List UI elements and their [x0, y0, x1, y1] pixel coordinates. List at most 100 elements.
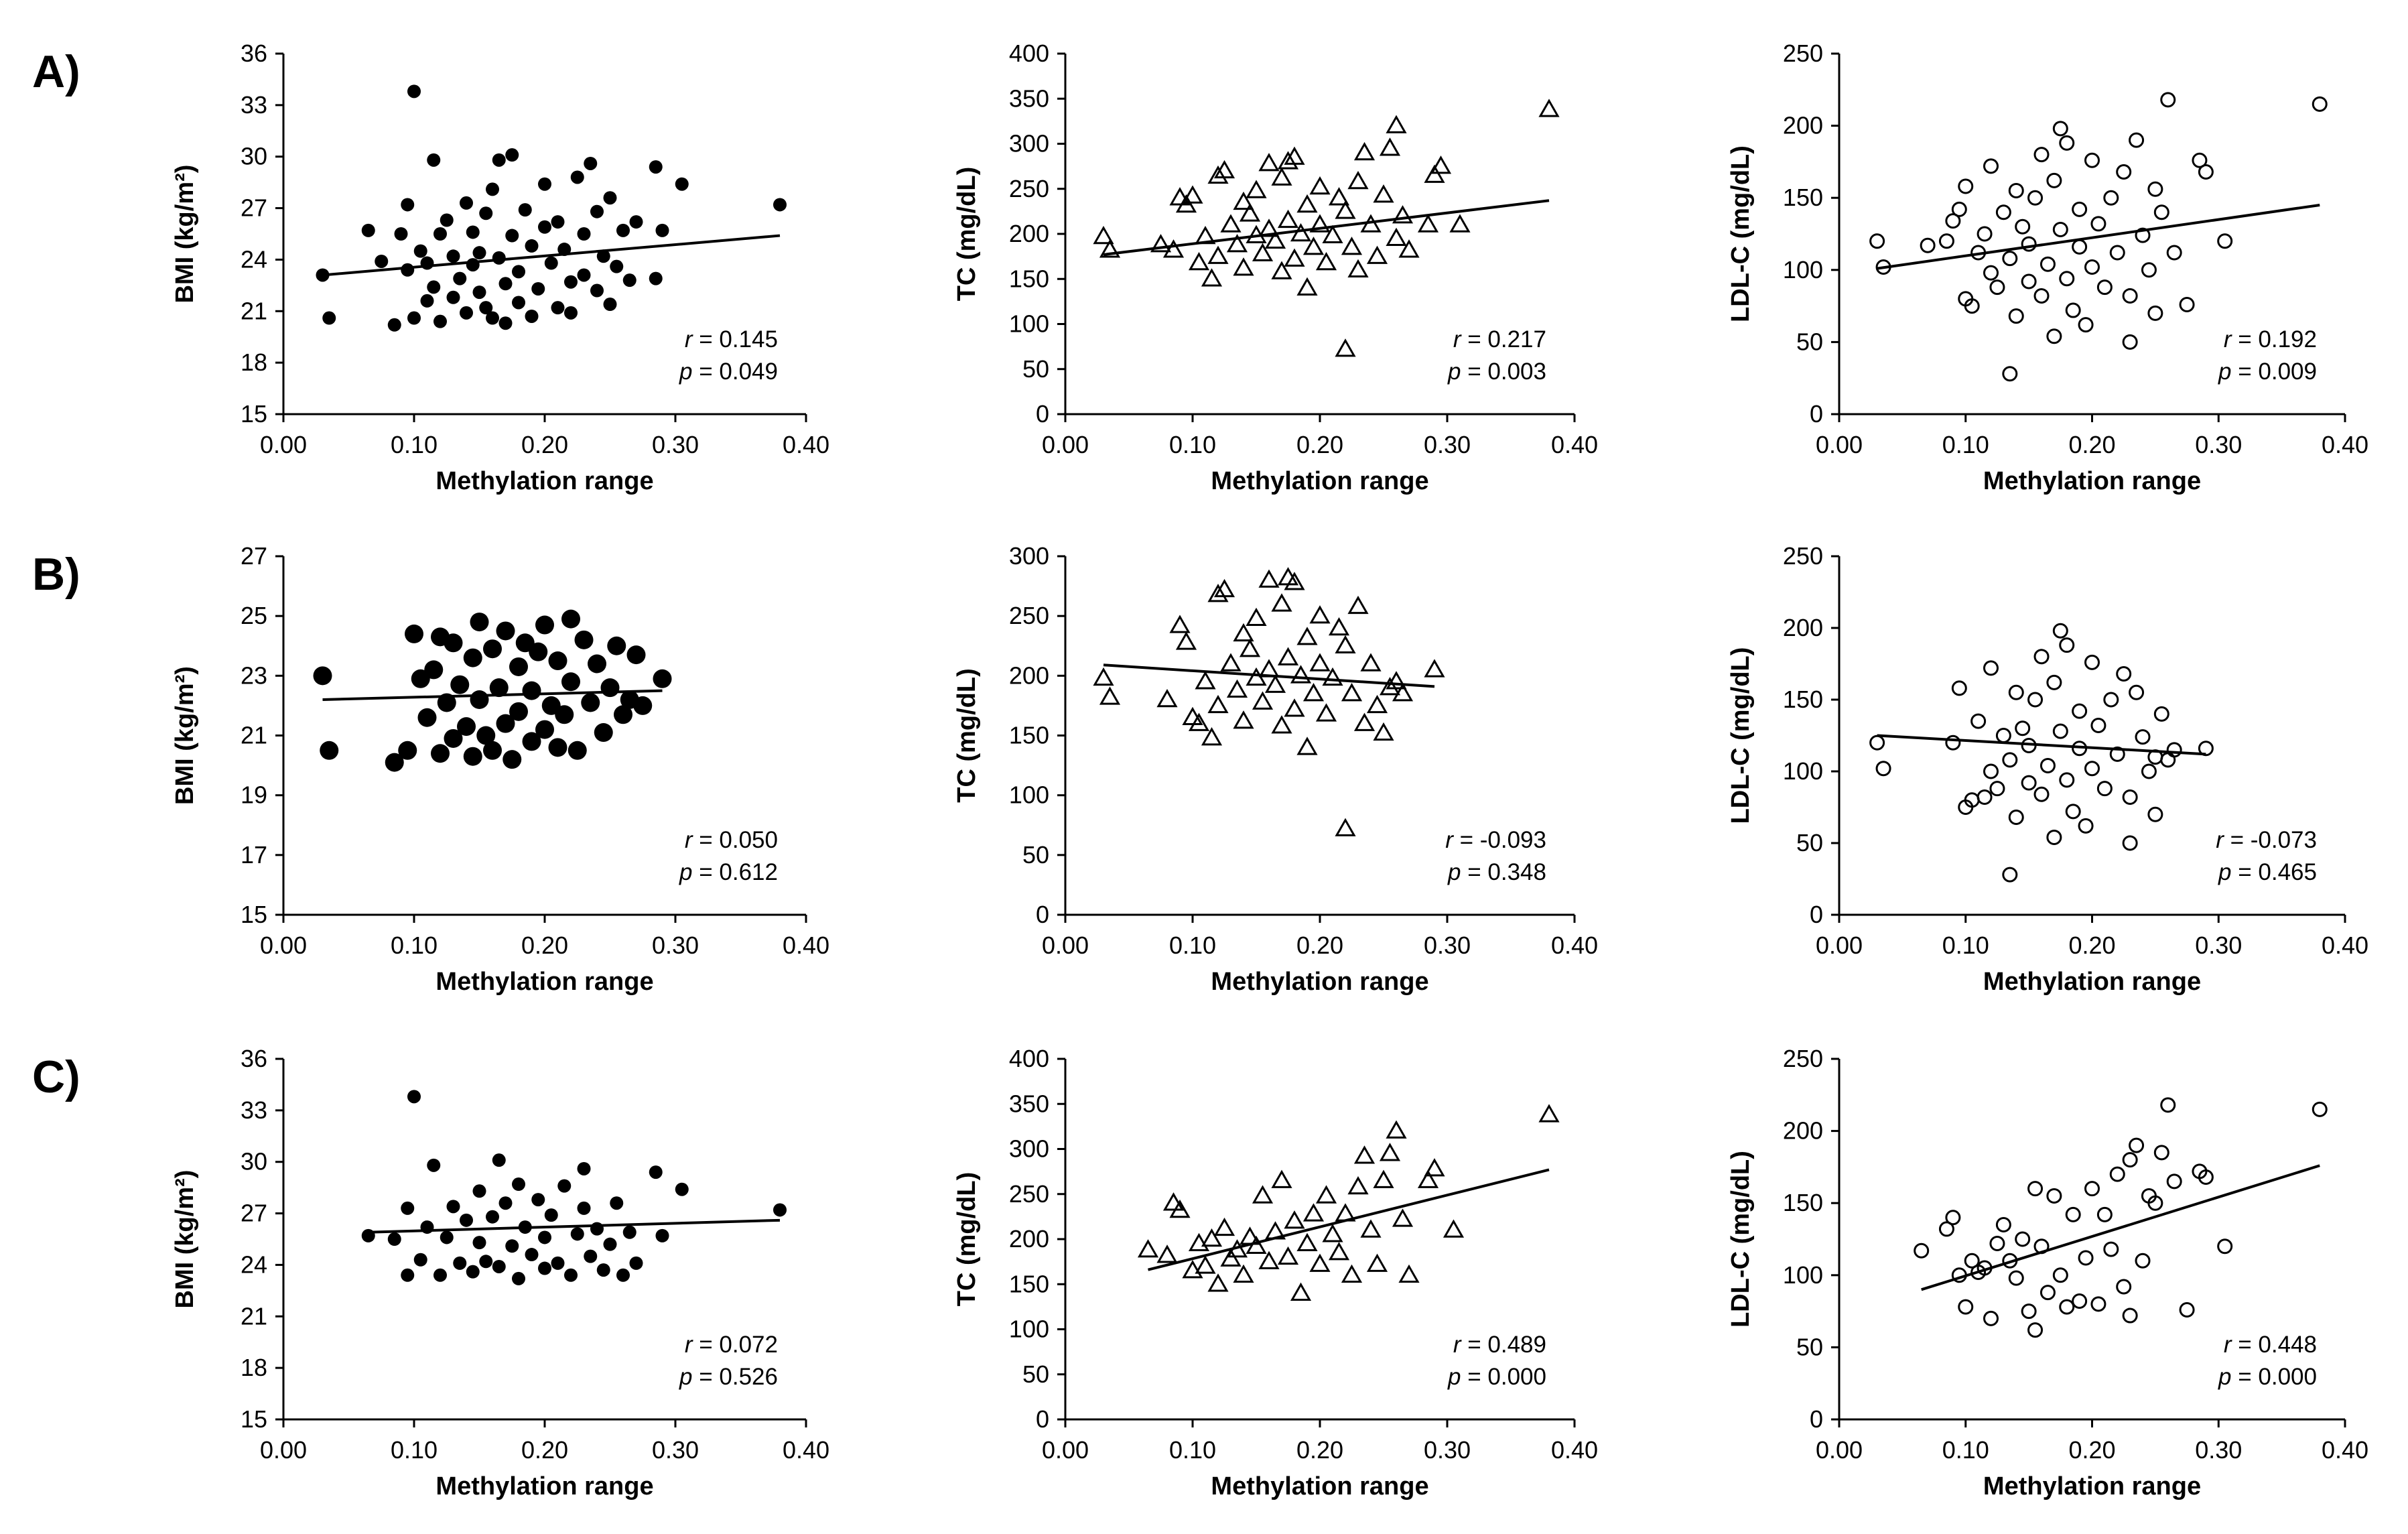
data-point — [2065, 1206, 2081, 1222]
data-point — [492, 1259, 506, 1273]
stat-p: p = 0.000 — [1447, 1364, 1546, 1390]
trendline — [322, 689, 663, 701]
data-point — [1875, 761, 1891, 777]
y-tick-label: 250 — [1009, 175, 1049, 202]
data-point — [1271, 1169, 1292, 1188]
data-point — [1258, 569, 1280, 588]
data-point — [2039, 1285, 2056, 1301]
data-point — [629, 1256, 643, 1270]
data-point — [498, 277, 513, 291]
data-point — [2072, 703, 2088, 719]
y-tick-label: 300 — [1009, 542, 1049, 570]
data-point — [548, 738, 567, 757]
data-point — [1347, 259, 1369, 278]
data-point — [2147, 181, 2163, 197]
data-point — [450, 675, 470, 694]
data-point — [2135, 1253, 2151, 1269]
data-point — [1093, 226, 1114, 245]
data-point — [1322, 667, 1343, 686]
data-point — [1296, 194, 1318, 213]
data-point — [483, 639, 502, 659]
x-axis-title: Methylation range — [436, 467, 653, 495]
data-point — [2153, 204, 2169, 220]
data-point — [1315, 252, 1337, 271]
row-label-c: C) — [32, 1051, 80, 1102]
data-point — [581, 693, 600, 712]
data-point — [773, 198, 787, 212]
trendline — [1103, 199, 1550, 256]
data-point — [1290, 222, 1312, 242]
y-tick-label: 36 — [241, 1045, 267, 1072]
data-point — [1233, 257, 1254, 276]
x-tick-label: 0.40 — [783, 932, 829, 959]
data-point — [2166, 1173, 2182, 1190]
data-point — [424, 660, 444, 680]
data-point — [2008, 809, 2024, 825]
x-tick-label: 0.40 — [2322, 1436, 2368, 1464]
data-point — [2084, 259, 2100, 275]
data-point — [1162, 239, 1185, 258]
data-point — [401, 263, 415, 277]
data-point — [1302, 1203, 1325, 1222]
data-point — [1373, 184, 1394, 203]
data-point — [2072, 1293, 2088, 1309]
y-tick-label: 250 — [1009, 602, 1049, 629]
data-point — [2166, 742, 2182, 758]
data-point — [1347, 1175, 1369, 1195]
data-point — [655, 223, 669, 237]
data-point — [626, 645, 646, 665]
data-point — [512, 265, 525, 279]
data-point — [649, 160, 663, 174]
data-point — [584, 1249, 598, 1263]
data-point — [596, 249, 610, 263]
data-point — [1920, 237, 1936, 253]
data-point — [1417, 214, 1439, 233]
stat-p: p = 0.465 — [2218, 859, 2317, 885]
data-point — [1360, 653, 1382, 672]
data-point — [492, 1153, 506, 1167]
x-tick-label: 0.30 — [1424, 1436, 1471, 1464]
data-point — [2192, 152, 2208, 168]
data-point — [1328, 617, 1350, 636]
data-point — [577, 1201, 591, 1215]
data-point — [538, 220, 551, 234]
data-point — [1977, 789, 1993, 806]
data-point — [398, 741, 417, 760]
stat-r: r = 0.448 — [2224, 1332, 2317, 1358]
x-tick-label: 0.20 — [2068, 932, 2115, 959]
data-point — [607, 636, 626, 655]
data-point — [2109, 746, 2125, 762]
data-point — [444, 728, 463, 748]
data-point — [1315, 703, 1337, 722]
data-point — [2046, 829, 2062, 845]
data-point — [444, 633, 463, 653]
data-point — [2312, 96, 2328, 112]
data-point — [2147, 305, 2163, 321]
data-point — [2122, 835, 2138, 851]
data-point — [544, 256, 558, 270]
data-point — [489, 678, 509, 698]
data-point — [525, 309, 539, 323]
x-tick-label: 0.10 — [1942, 1436, 1989, 1464]
data-point — [2084, 152, 2100, 168]
data-point — [1360, 1219, 1382, 1238]
data-point — [1207, 584, 1229, 602]
x-tick-label: 0.40 — [1551, 431, 1598, 458]
data-point — [649, 271, 663, 285]
data-point — [512, 1177, 525, 1192]
data-point — [603, 298, 617, 312]
data-point — [1233, 1264, 1254, 1283]
data-point — [1958, 1299, 1974, 1315]
data-point — [1296, 627, 1318, 645]
data-point — [1233, 710, 1254, 729]
x-tick-label: 0.10 — [1169, 431, 1216, 458]
data-point — [1207, 694, 1229, 714]
stat-p: p = 0.003 — [1447, 359, 1546, 385]
data-point — [1341, 237, 1363, 255]
data-point — [2039, 256, 2056, 272]
y-axis-title: BMI (kg/m²) — [171, 165, 199, 304]
y-tick-label: 15 — [241, 901, 267, 928]
data-point — [2021, 775, 2037, 791]
data-point — [1302, 683, 1325, 702]
x-axis-title: Methylation range — [1211, 968, 1428, 996]
